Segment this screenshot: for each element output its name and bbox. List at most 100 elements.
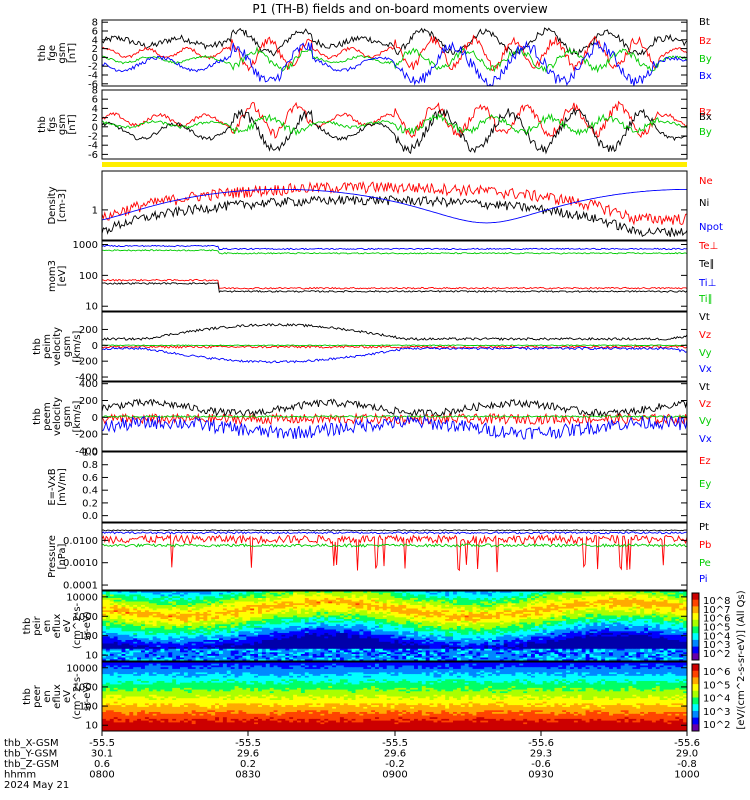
tick-label-efield: 0.0 xyxy=(82,511,98,522)
tick-label-pressure: 0.0001 xyxy=(63,581,98,592)
series-density-Npot xyxy=(101,188,687,224)
x-axis-value: 29.3 xyxy=(530,749,552,760)
x-axis-value: 29.0 xyxy=(676,749,698,760)
ylabel-peir: en xyxy=(42,620,53,633)
ylabel-fgs: thb xyxy=(37,116,48,133)
series-temperature-Te⊥ xyxy=(101,278,688,290)
tick-label-temperature: 1000 xyxy=(73,240,98,251)
tick-label-peer: 1000 xyxy=(73,682,98,693)
tick-label-peem: -400 xyxy=(75,447,98,458)
x-axis-value: 1000 xyxy=(674,770,699,781)
tick-label-fgs: -4 xyxy=(88,141,98,152)
tick-label-peim: 0 xyxy=(92,341,98,352)
ylabel-peem: peem xyxy=(42,402,53,430)
colorbar-peir: 10^810^710^610^510^410^310^2 xyxy=(691,592,730,661)
legend-fge-Bt: Bt xyxy=(699,17,710,28)
series-peem-Vy xyxy=(101,415,688,418)
legend-fgs-Bx: Bx xyxy=(699,112,712,123)
x-axis-value: -55.6 xyxy=(528,738,554,749)
footer-axis-annotations: thb_X-GSM -55.5 -55.5 -55.5 -55.6 -55.6 thb_Y-… xyxy=(4,731,700,791)
colorbar-tick: 10^7 xyxy=(703,605,730,616)
date-label: 2024 May 21 xyxy=(4,780,69,791)
series-pressure-Pt xyxy=(101,529,688,532)
ylabel-peer: peer xyxy=(32,684,43,708)
colorbar-tick: 10^5 xyxy=(703,680,730,691)
tick-label-peer: 10000 xyxy=(66,663,98,674)
x-axis-value: 0900 xyxy=(382,770,407,781)
panel-pressure: 0.0100 0.0010 0.0001 Pressure [nPa] Pt Pb Pe Pi xyxy=(47,522,711,592)
series-peim-Vz xyxy=(101,344,688,349)
tick-label-peer: 100 xyxy=(79,702,98,713)
colorbar-tick: 10^5 xyxy=(703,623,730,634)
colorbar-tick: 10^8 xyxy=(703,596,730,607)
frame-efield xyxy=(101,451,688,523)
tick-label-efield: 0.8 xyxy=(82,460,98,471)
legend-fge-Bz: Bz xyxy=(699,36,711,47)
tick-label-peir: 1000 xyxy=(73,612,98,623)
series-peem-Vt xyxy=(101,398,688,419)
frame-density xyxy=(101,170,688,241)
x-axis-row-label: hhmm xyxy=(4,770,36,781)
ylabel-peer: eV xyxy=(62,690,73,703)
panel-peer: 10000 1000 100 10 thb peer en eflux eV (cm^2-s-sr… xyxy=(22,661,688,732)
ylabel-peim: gsm xyxy=(62,336,73,357)
frame-peir xyxy=(101,590,688,662)
legend-density-Ne: Ne xyxy=(699,176,713,187)
x-axis-value: 0830 xyxy=(235,770,260,781)
legend-pressure-Pi: Pi xyxy=(699,574,708,585)
tick-label-peem: 400 xyxy=(79,379,98,390)
series-peim-Vx xyxy=(101,346,688,364)
ylabel-temperature: mom3 xyxy=(47,260,58,292)
tick-label-peir: 100 xyxy=(79,631,98,642)
spectrogram-peer xyxy=(102,662,688,732)
tick-label-density: 1 xyxy=(92,205,98,216)
tick-label-pressure: 0.0010 xyxy=(63,558,98,569)
panel-peim: 200 0 -200 -400 thb peim velocity gsm [km/s] Vt Vz… xyxy=(32,311,712,384)
series-pressure-Pb xyxy=(101,533,688,573)
legend-peem-Vt: Vt xyxy=(699,382,710,393)
x-axis-value: -55.5 xyxy=(235,738,261,749)
tick-label-fge: -6 xyxy=(88,79,98,90)
colorbar-tick: 10^2 xyxy=(703,720,730,731)
ylabel-fge: [nT] xyxy=(67,43,78,63)
tick-label-fgs: -6 xyxy=(88,150,98,161)
tick-label-fge: -4 xyxy=(88,71,98,82)
x-axis-value: -55.5 xyxy=(89,738,115,749)
colorbar-tick: 10^6 xyxy=(703,667,730,678)
legend-fge-Bx: Bx xyxy=(699,71,712,82)
series-peim-Vy xyxy=(101,344,688,347)
series-fgs-Bx xyxy=(101,107,688,155)
tick-label-fge: -2 xyxy=(88,62,98,73)
series-temperature-Ti⊥ xyxy=(101,244,688,251)
tick-label-fgs: 0 xyxy=(92,122,98,133)
ylabel-peim: peim xyxy=(42,334,53,359)
ylabel-peer: (cm^2-s- xyxy=(72,673,83,720)
x-axis-value: -0.8 xyxy=(677,759,697,770)
x-axis-value: -55.6 xyxy=(674,738,700,749)
frame-fgs xyxy=(101,89,688,160)
ylabel-efield: E=-VxB xyxy=(47,468,58,505)
x-axis-value: -55.5 xyxy=(382,738,408,749)
tick-label-fgs: -2 xyxy=(88,132,98,143)
colorbar-tick: 10^3 xyxy=(703,640,730,651)
tick-label-efield: 0.4 xyxy=(82,486,98,497)
tick-label-peem: -200 xyxy=(75,430,98,441)
legend-pressure-Pb: Pb xyxy=(699,540,711,551)
panel-peem: 400 200 0 -200 -400 thb peem velocity gsm [km/s] V… xyxy=(32,379,712,457)
series-temperature-Te∥ xyxy=(101,282,688,293)
frame-peem xyxy=(101,381,688,452)
series-temperature-Ti∥ xyxy=(101,249,688,255)
x-axis-row-label: thb_X-GSM xyxy=(4,738,59,749)
panel-efield: 1.00.8 0.6 0.40.2 0.0 E=-VxB [mV/m] Ez Ey Ex xyxy=(47,448,711,523)
x-axis-value: -0.2 xyxy=(385,759,405,770)
series-density-Ni xyxy=(101,194,688,238)
x-axis-value: 0.2 xyxy=(240,759,256,770)
panel-temperature: 1000 100 10 mom3 [eV] Te⊥ Te∥ Ti⊥ Ti∥ xyxy=(47,240,718,313)
colorbar-peer: 10^6 10^5 10^4 10^3 10^2 xyxy=(691,663,730,732)
tick-label-temperature: 10 xyxy=(85,302,98,313)
legend-fge-By: By xyxy=(699,54,712,65)
tick-label-peir: 10 xyxy=(85,651,98,662)
